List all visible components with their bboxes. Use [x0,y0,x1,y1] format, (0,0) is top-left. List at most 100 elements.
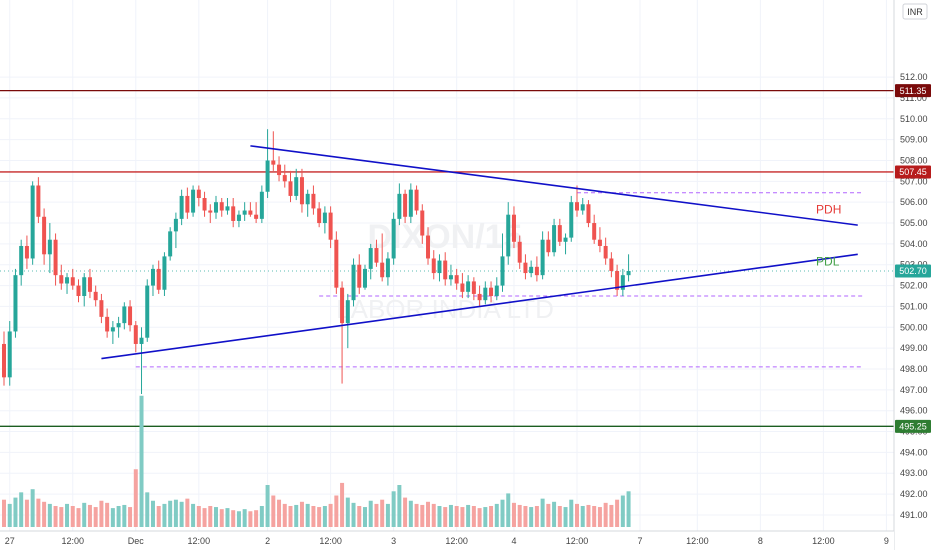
time-tick-label: 12:00 [319,536,342,546]
candle-body [322,212,327,224]
price-label-box [895,419,931,433]
candle-body [426,235,431,259]
volume-bar [626,491,631,527]
candle-body [265,160,270,192]
candle-body [334,239,339,288]
price-tick-label: 510.00 [900,114,928,124]
candle-body [133,325,138,344]
volume-bar [620,495,625,527]
price-label-text: 502.70 [899,266,927,276]
volume-bar [494,503,499,527]
time-tick-label: 12:00 [686,536,709,546]
volume-bar [506,493,511,527]
volume-bar [546,503,551,527]
time-axis[interactable]: 27 12:00 Dec 12:00 2 12:00 3 12:00 4 12:00 7 12:00 8… [0,530,894,550]
candle-body [460,283,465,292]
price-tick-label: 506.00 [900,197,928,207]
time-tick-label: 3 [391,536,396,546]
candle-body [2,343,6,378]
volume-bar [110,508,115,527]
volume-bar [265,485,270,527]
trendlines[interactable] [101,145,858,360]
candle-body [414,189,419,211]
volume-bar [322,506,327,527]
candle-body [494,285,499,297]
annotation-label: PDL [816,255,840,269]
volume-bar [242,509,247,527]
volume-bar [586,504,591,527]
volume-bar [460,507,465,527]
volume-bar [24,499,29,527]
candle-body [397,193,402,219]
volume-bar [557,506,562,527]
candle-body [59,275,64,284]
price-tick-label: 501.00 [900,301,928,311]
volume-bar [500,499,505,527]
volume-bar [305,503,310,527]
volume-bar [133,469,138,527]
volume-bar [477,508,482,527]
volume-bar [236,511,241,527]
candle-body [311,193,316,209]
candle-body [128,306,133,326]
candle-body [592,223,597,240]
volume-bars [2,395,631,527]
currency-button[interactable]: INR [902,3,928,20]
time-tick-label: Dec [128,536,145,546]
candle-body [500,256,505,286]
time-tick-label: 12:00 [188,536,211,546]
volume-bar [7,503,12,527]
time-tick-label: 12:00 [61,536,84,546]
price-tick-label: 499.00 [900,343,928,353]
candle-body [13,275,18,332]
candle-body [443,260,448,280]
volume-bar [196,506,201,527]
candle-body [391,218,396,259]
volume-bar [426,501,431,527]
candle-body [236,214,241,221]
volume-bar [397,485,402,527]
candle-body [534,266,539,276]
candle-body [196,189,201,199]
candle-body [122,306,127,324]
candle-body [569,202,574,238]
volume-bar [191,503,196,527]
volume-bar [529,507,534,527]
volume-bar [345,497,350,527]
volume-bar [368,500,373,527]
volume-bar [311,506,316,527]
candle-body [214,202,219,213]
candle-body [368,248,373,269]
price-tick-label: 492.00 [900,489,928,499]
candle-body [609,258,614,271]
trendline [250,145,858,226]
candle-body [357,264,362,288]
price-tick-label: 491.00 [900,510,928,520]
volume-bar [93,507,98,527]
volume-bar [340,482,345,527]
candle-body [259,191,264,219]
annotations: PDH PDL [816,202,841,268]
price-tick-label: 502.00 [900,281,928,291]
candle-body [87,277,92,292]
volume-bar [36,498,41,527]
candle-body [345,300,350,324]
candle-body [546,239,551,253]
candle-body [93,291,98,301]
time-axis-bg [0,531,894,550]
volume-bar [317,507,322,527]
candle-body [374,248,379,263]
volume-bar [357,506,362,527]
volume-bar [288,506,293,527]
volume-bar [534,506,539,527]
volume-bar [385,503,390,527]
candle-body [529,266,534,274]
candle-body [65,277,70,284]
price-tick-label: 494.00 [900,447,928,457]
candle-body [597,239,602,246]
volume-bar [609,504,614,527]
volume-bar [185,498,190,527]
volume-bar [334,495,339,527]
time-tick-label: 12:00 [445,536,468,546]
